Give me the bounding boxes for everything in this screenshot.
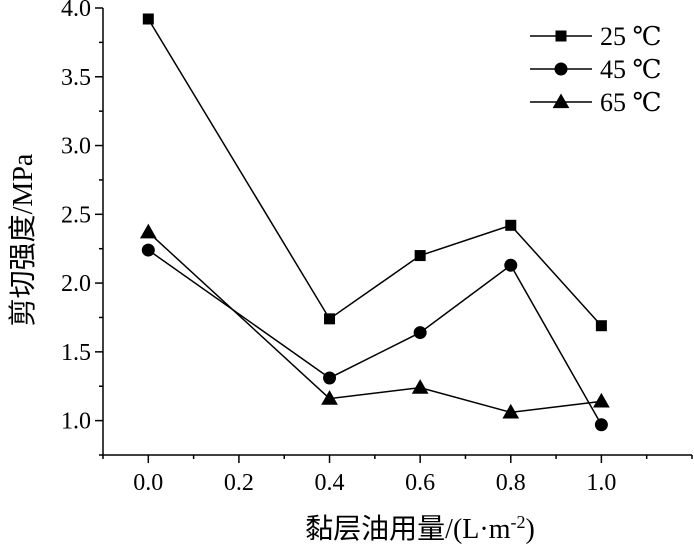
legend-entry: 25 ℃ [530, 22, 662, 51]
y-tick-label: 3.0 [61, 134, 91, 160]
ticks: 1.0 1.5 2.0 2.5 3.0 3.5 4.0 0.0 0.2 0.4 0.6 0.8 1.0 [61, 0, 693, 496]
x-tick-label: 1.0 [586, 470, 616, 496]
series-line-triangle [147, 231, 602, 414]
x-tick-label: 0.2 [224, 470, 254, 496]
data-point-triangle [593, 392, 610, 408]
x-axis-title-suffix: ) [525, 514, 534, 545]
y-tick-label: 1.0 [61, 409, 91, 435]
data-point-square [595, 320, 607, 332]
x-tick-label: 0.6 [405, 470, 435, 496]
data-point-triangle [321, 390, 338, 405]
series-line-square [147, 18, 602, 327]
x-axis-title: 黏层油用量/(L·m-2) [305, 512, 535, 545]
y-axis-title: 剪切强度/MPa [7, 153, 39, 326]
x-axis-title-main: 黏层油用量/(L·m [305, 513, 511, 545]
legend-label: 45 ℃ [600, 55, 662, 84]
data-point-square [324, 313, 336, 325]
x-axis-title-superscript: -2 [510, 512, 525, 532]
data-point-triangle [139, 223, 157, 239]
series-triangle [139, 223, 610, 419]
legend: 25 ℃ 45 ℃ 65 ℃ [530, 22, 662, 117]
y-tick-label: 4.0 [61, 0, 91, 22]
data-point-circle [594, 418, 608, 432]
data-point-square [414, 250, 426, 262]
y-tick-label: 2.0 [61, 271, 91, 297]
x-tick-label: 0.0 [133, 470, 163, 496]
legend-entry: 65 ℃ [530, 88, 662, 117]
data-point-circle [323, 371, 337, 385]
x-tick-label: 0.4 [315, 470, 345, 496]
legend-marker-triangle [552, 93, 570, 109]
data-point-triangle [411, 379, 429, 394]
y-tick-label: 3.5 [61, 65, 91, 91]
y-tick-label: 2.5 [61, 202, 91, 228]
series-layer [139, 13, 610, 432]
data-point-circle [141, 243, 155, 257]
legend-marker-square [555, 30, 567, 42]
y-tick-label: 1.5 [61, 340, 91, 366]
legend-marker-circle [554, 62, 568, 76]
data-point-circle [413, 326, 427, 340]
data-point-triangle [502, 403, 520, 419]
x-tick-label: 0.8 [496, 470, 526, 496]
series-line-circle [147, 249, 603, 426]
legend-label: 65 ℃ [600, 88, 662, 117]
series-circle [141, 243, 608, 432]
data-point-circle [504, 258, 518, 272]
data-point-square [505, 219, 517, 231]
series-square [142, 13, 607, 332]
data-point-square [142, 13, 154, 25]
legend-entry: 45 ℃ [530, 55, 662, 84]
legend-label: 25 ℃ [600, 22, 662, 51]
axes [102, 8, 692, 456]
